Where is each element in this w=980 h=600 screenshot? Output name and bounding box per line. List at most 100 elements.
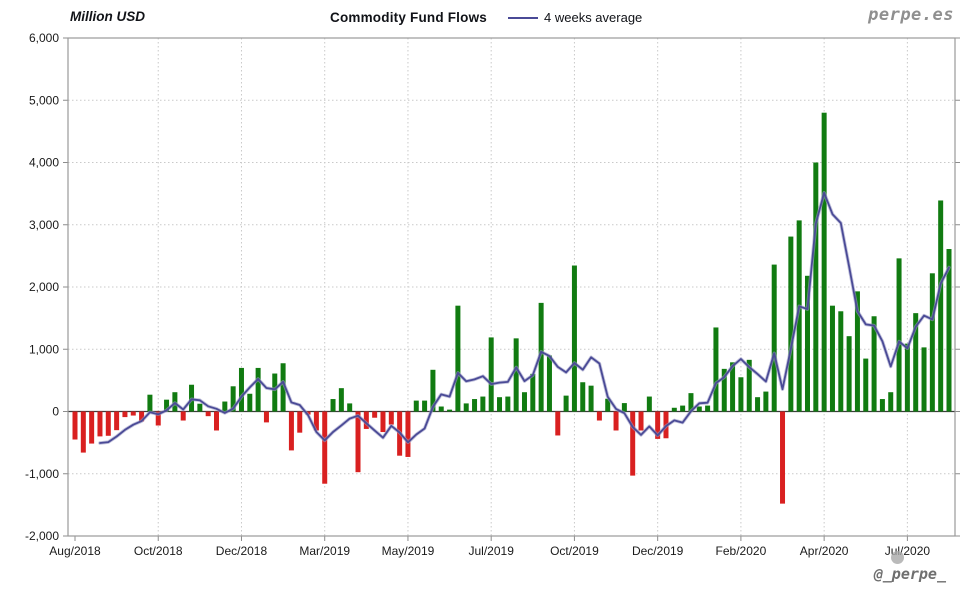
bar <box>438 406 444 412</box>
bar <box>563 395 569 412</box>
bar <box>388 411 394 425</box>
x-axis-label: Mar/2019 <box>299 544 350 558</box>
bar <box>688 393 694 412</box>
bar <box>297 411 303 433</box>
average-line <box>99 191 950 444</box>
x-axis-label: May/2019 <box>382 544 435 558</box>
bar <box>447 409 453 412</box>
chart-title: Commodity Fund Flows <box>330 10 487 25</box>
bar <box>505 396 511 412</box>
bar <box>122 411 128 418</box>
bar <box>746 359 752 412</box>
bar <box>538 302 544 412</box>
bar <box>738 377 744 412</box>
bar <box>596 411 602 421</box>
x-axis-label: Dec/2019 <box>632 544 684 558</box>
bar <box>605 398 611 412</box>
twitter-handle: @_perpe_ <box>873 565 946 583</box>
y-gridlines <box>63 37 960 537</box>
bar <box>72 411 78 440</box>
y-axis-label: -2,000 <box>25 529 59 543</box>
bar <box>713 327 719 412</box>
bar <box>155 411 161 426</box>
bar <box>630 411 636 476</box>
bar <box>804 275 810 412</box>
x-axis-label: Dec/2018 <box>216 544 268 558</box>
bar <box>214 411 220 431</box>
plot-frame <box>67 37 956 537</box>
bar <box>780 411 786 504</box>
legend-line-swatch <box>508 16 538 19</box>
bar <box>413 400 419 412</box>
bar <box>613 411 619 431</box>
bar <box>721 368 727 412</box>
bar <box>280 363 286 412</box>
y-axis-label: 4,000 <box>29 156 59 170</box>
bar <box>380 411 386 433</box>
bar <box>347 403 353 412</box>
bar <box>788 236 794 412</box>
bar <box>705 405 711 412</box>
bar <box>497 397 503 412</box>
bar <box>422 400 428 412</box>
bar <box>530 373 536 412</box>
bar <box>546 355 552 412</box>
bar <box>455 305 461 412</box>
bar <box>97 411 103 437</box>
bar <box>463 403 469 412</box>
site-watermark: perpe.es <box>868 5 954 25</box>
bar <box>571 265 577 412</box>
bar <box>230 386 236 412</box>
bars-group <box>72 112 952 504</box>
bar <box>921 347 927 412</box>
bar <box>796 220 802 412</box>
bar <box>372 411 378 418</box>
bar <box>938 200 944 412</box>
bar <box>105 411 111 436</box>
bar <box>114 411 120 431</box>
bar <box>472 399 478 412</box>
bar <box>763 391 769 412</box>
bar <box>680 405 686 412</box>
bar <box>363 411 369 429</box>
bar <box>671 407 677 412</box>
bar <box>247 393 253 412</box>
bar <box>871 316 877 412</box>
bar <box>139 411 145 422</box>
bar <box>696 406 702 412</box>
x-axis-label: Jul/2019 <box>469 544 515 558</box>
legend-label: 4 weeks average <box>544 10 643 25</box>
bar <box>655 411 661 439</box>
bar <box>355 411 361 473</box>
bar <box>180 411 186 421</box>
bar <box>89 411 95 444</box>
y-axis-label: 3,000 <box>29 218 59 232</box>
bar <box>313 411 319 431</box>
x-axis-labels: Aug/2018 Oct/2018 Dec/2018 Mar/2019 May/2019… <box>49 544 930 558</box>
bar <box>813 162 819 412</box>
bar <box>488 337 494 412</box>
bar <box>904 343 910 412</box>
bar <box>896 258 902 412</box>
legend: 4 weeks average <box>508 10 642 25</box>
y-axis-label: -1,000 <box>25 467 59 481</box>
bar <box>888 392 894 412</box>
x-axis-label: Apr/2020 <box>800 544 849 558</box>
avatar <box>891 551 904 564</box>
bar <box>480 396 486 412</box>
bar <box>164 399 170 412</box>
bar <box>913 313 919 412</box>
x-axis-label: Aug/2018 <box>49 544 101 558</box>
bar <box>521 392 527 412</box>
bar <box>646 396 652 412</box>
y-axis-label: 6,000 <box>29 31 59 45</box>
bar <box>238 367 244 412</box>
bar <box>854 291 860 412</box>
y-axis-label: 1,000 <box>29 342 59 356</box>
bar <box>580 382 586 412</box>
bar <box>638 411 644 431</box>
bar <box>821 112 827 412</box>
bar <box>946 249 952 412</box>
